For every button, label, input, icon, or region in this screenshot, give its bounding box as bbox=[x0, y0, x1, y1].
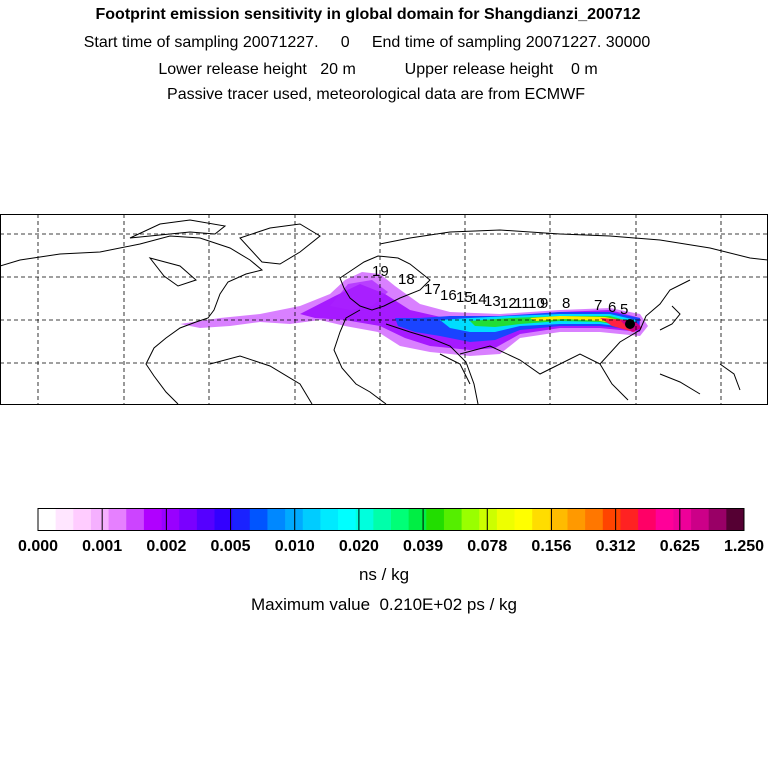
day-label: 7 bbox=[594, 297, 602, 314]
colorbar-cell bbox=[232, 508, 251, 531]
colorbar-cell bbox=[673, 508, 692, 531]
colorbar-tick-label: 0.002 bbox=[146, 538, 187, 555]
day-label: 10 bbox=[528, 295, 545, 312]
colorbar-cell bbox=[532, 508, 551, 531]
map-gridlines bbox=[0, 214, 768, 405]
colorbar-cell bbox=[338, 508, 357, 531]
colorbar-cell bbox=[726, 508, 745, 531]
colorbar-cell bbox=[108, 508, 127, 531]
colorbar-ticks bbox=[37, 508, 745, 531]
colorbar-cell bbox=[320, 508, 339, 531]
colorbar-cell bbox=[602, 508, 621, 531]
colorbar-cell bbox=[567, 508, 586, 531]
colorbar-cell bbox=[514, 508, 533, 531]
day-label: 16 bbox=[440, 287, 457, 304]
colorbar-unit: ns / kg bbox=[358, 565, 410, 584]
colorbar-cell bbox=[73, 508, 92, 531]
day-label: 19 bbox=[372, 263, 389, 280]
day-label: 9 bbox=[540, 295, 548, 312]
plume-north-lobe bbox=[330, 280, 388, 310]
colorbar-cell bbox=[391, 508, 410, 531]
release-height-line: Lower release height 20 m Upper release … bbox=[158, 61, 598, 78]
day-label: 6 bbox=[608, 299, 616, 316]
colorbar-tick-label: 0.010 bbox=[274, 538, 315, 555]
colorbar-cell bbox=[585, 508, 604, 531]
colorbar-tick-label: 0.312 bbox=[595, 538, 636, 555]
colorbar-cell bbox=[708, 508, 727, 531]
colorbar-tick-label: 0.156 bbox=[531, 538, 572, 555]
colorbar-cell bbox=[249, 508, 268, 531]
colorbar-cell bbox=[426, 508, 445, 531]
colorbar-cell bbox=[373, 508, 392, 531]
day-label: 8 bbox=[562, 295, 570, 312]
colorbar-cell bbox=[302, 508, 321, 531]
colorbar-cell bbox=[355, 508, 374, 531]
colorbar-cell bbox=[267, 508, 286, 531]
day-label: 12 bbox=[500, 295, 517, 312]
colorbar-cell bbox=[461, 508, 480, 531]
colorbar bbox=[37, 508, 745, 531]
map-title: Footprint emission sensitivity in global… bbox=[95, 6, 641, 23]
colorbar-cell bbox=[90, 508, 109, 531]
colorbar-cell bbox=[496, 508, 515, 531]
colorbar-cell bbox=[126, 508, 145, 531]
day-label: 15 bbox=[456, 289, 473, 306]
colorbar-cell bbox=[408, 508, 427, 531]
plume-purple bbox=[300, 284, 640, 350]
colorbar-cell bbox=[143, 508, 162, 531]
sampling-time-line: Start time of sampling 20071227. 0 End t… bbox=[83, 34, 651, 51]
day-label: 13 bbox=[484, 293, 501, 310]
coastlines bbox=[0, 219, 768, 405]
colorbar-cell bbox=[479, 508, 498, 531]
colorbar-tick-label: 0.020 bbox=[338, 538, 379, 555]
day-label: 11 bbox=[514, 295, 530, 312]
colorbar-cell bbox=[179, 508, 198, 531]
colorbar-tick-label: 0.625 bbox=[659, 538, 700, 555]
station-marker bbox=[625, 319, 635, 329]
day-label: 5 bbox=[620, 301, 628, 318]
colorbar-cell bbox=[196, 508, 215, 531]
colorbar-cell bbox=[38, 508, 57, 531]
colorbar-cell bbox=[638, 508, 657, 531]
colorbar-tick-label: 0.001 bbox=[82, 538, 123, 555]
colorbar-tick-label: 0.000 bbox=[17, 538, 59, 555]
colorbar-cell bbox=[443, 508, 462, 531]
colorbar-tick-label: 1.250 bbox=[723, 538, 765, 555]
colorbar-cell bbox=[214, 508, 233, 531]
colorbar-cell bbox=[55, 508, 74, 531]
colorbar-cell bbox=[549, 508, 568, 531]
colorbar-cell bbox=[655, 508, 674, 531]
day-label: 14 bbox=[470, 291, 487, 308]
day-label: 18 bbox=[398, 271, 415, 288]
colorbar-tick-label: 0.005 bbox=[210, 538, 251, 555]
colorbar-cell bbox=[285, 508, 304, 531]
colorbar-tick-label: 0.078 bbox=[467, 538, 508, 555]
day-label: 17 bbox=[424, 281, 441, 298]
colorbar-tick-label: 0.039 bbox=[403, 538, 444, 555]
colorbar-cell bbox=[620, 508, 639, 531]
colorbar-cells bbox=[38, 508, 745, 531]
colorbar-cell bbox=[161, 508, 180, 531]
colorbar-cell bbox=[691, 508, 710, 531]
tracer-info-line: Passive tracer used, meteorological data… bbox=[167, 86, 585, 103]
maximum-value: Maximum value 0.210E+02 ps / kg bbox=[251, 595, 517, 614]
